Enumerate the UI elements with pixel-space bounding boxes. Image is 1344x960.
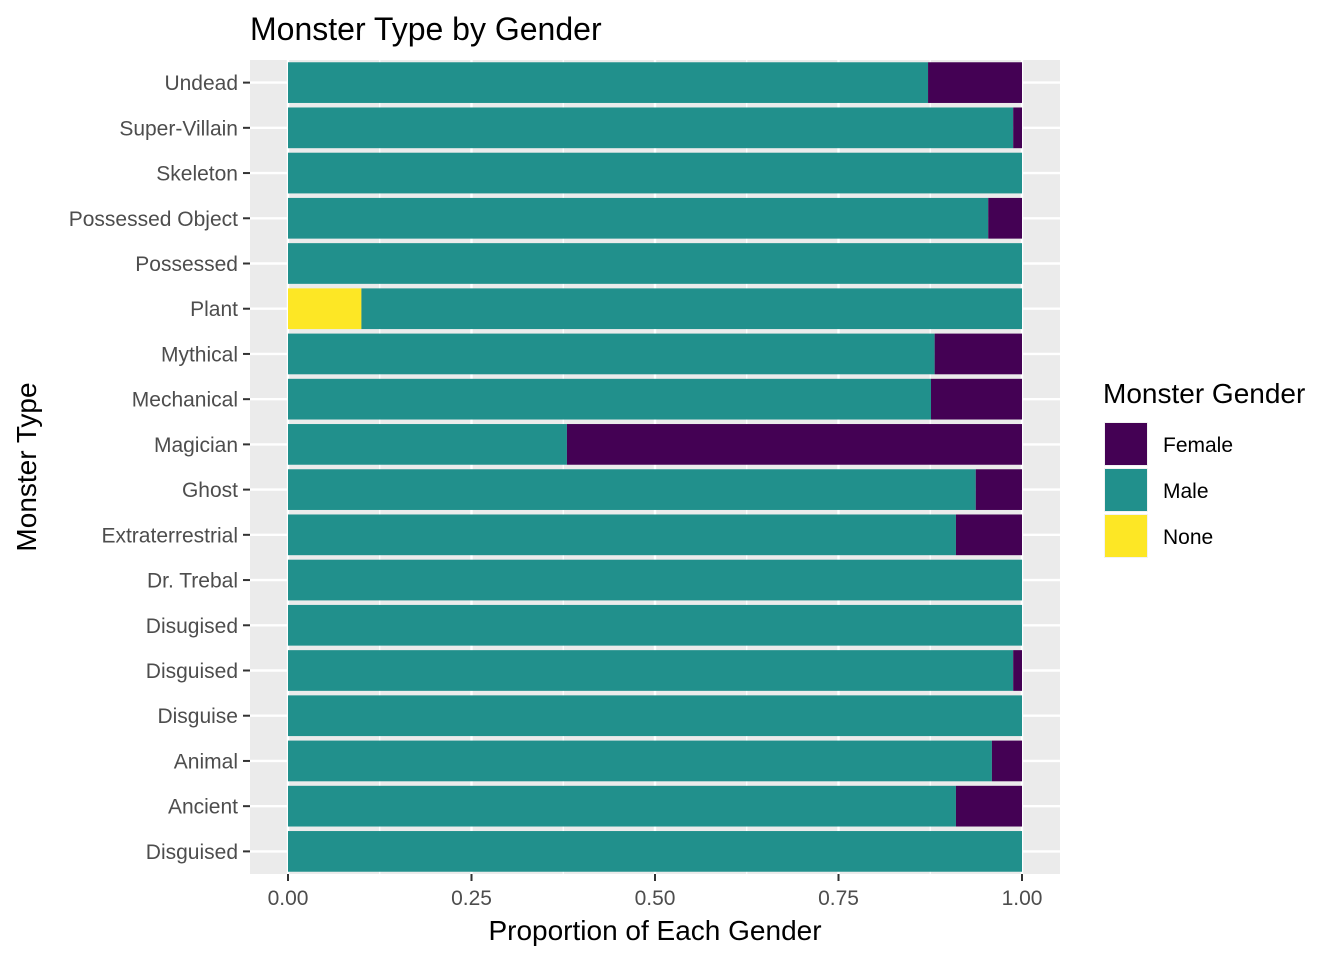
bar-segment-male bbox=[288, 197, 989, 239]
chart-title: Monster Type by Gender bbox=[250, 11, 602, 47]
y-tick-label: Disguised bbox=[146, 660, 238, 683]
y-tick-label: Magician bbox=[154, 434, 238, 457]
legend-swatch-none bbox=[1105, 515, 1147, 557]
bar-segment-female bbox=[991, 740, 1022, 782]
bar-segment-male bbox=[288, 650, 1014, 691]
x-tick-label: 0.75 bbox=[818, 887, 859, 910]
y-tick-label: Skeleton bbox=[156, 163, 238, 186]
y-tick-label: Dr. Trebal bbox=[147, 570, 238, 593]
bar-segment-female bbox=[955, 785, 1022, 827]
bar-segment-male bbox=[361, 288, 1022, 330]
bar-segment-none bbox=[288, 288, 362, 330]
bar-segment-male bbox=[288, 243, 1022, 284]
y-tick-label: Ancient bbox=[168, 796, 238, 819]
y-tick-label: Ghost bbox=[182, 479, 238, 502]
bar-segment-male bbox=[288, 333, 935, 375]
x-tick-label: 0.00 bbox=[268, 887, 309, 910]
y-tick-label: Plant bbox=[190, 298, 238, 321]
x-axis-title: Proportion of Each Gender bbox=[488, 915, 821, 946]
bar-segment-male bbox=[288, 514, 956, 556]
y-tick-label: Mythical bbox=[161, 343, 238, 366]
bars bbox=[288, 62, 1022, 872]
x-tick-label: 0.50 bbox=[635, 887, 676, 910]
y-tick-label: Possessed bbox=[135, 253, 238, 276]
bar-segment-male bbox=[288, 107, 1014, 149]
x-tick-label: 1.00 bbox=[1002, 887, 1043, 910]
y-tick-label: Undead bbox=[164, 72, 238, 95]
y-tick-label: Disugised bbox=[146, 615, 238, 638]
x-axis: 0.00 0.25 0.50 0.75 1.00 bbox=[268, 874, 1043, 910]
bar-segment-male bbox=[288, 785, 956, 827]
bar-segment-male bbox=[288, 831, 1022, 872]
bar-segment-male bbox=[288, 62, 929, 103]
bar-segment-male bbox=[288, 695, 1022, 737]
bar-segment-male bbox=[288, 469, 976, 510]
y-tick-label: Possessed Object bbox=[69, 208, 238, 231]
legend-swatch-female bbox=[1105, 423, 1147, 465]
bar-segment-male bbox=[288, 559, 1022, 601]
bar-segment-female bbox=[975, 469, 1022, 510]
bar-segment-female bbox=[988, 197, 1022, 239]
bar-segment-female bbox=[1013, 107, 1022, 149]
legend-label-none: None bbox=[1163, 526, 1213, 549]
bar-segment-female bbox=[566, 424, 1022, 465]
bar-segment-male bbox=[288, 378, 931, 420]
y-tick-label: Disguised bbox=[146, 841, 238, 864]
y-tick-label: Extraterrestrial bbox=[101, 524, 238, 547]
legend-label-male: Male bbox=[1163, 480, 1209, 503]
legend-swatch-male bbox=[1105, 469, 1147, 511]
legend-label-female: Female bbox=[1163, 434, 1233, 457]
bar-segment-male bbox=[288, 740, 992, 782]
legend: Monster Gender Female Male None bbox=[1103, 378, 1305, 558]
legend-title: Monster Gender bbox=[1103, 378, 1305, 409]
y-tick-label: Animal bbox=[174, 750, 238, 773]
bar-segment-female bbox=[928, 62, 1022, 103]
bar-segment-male bbox=[288, 424, 567, 465]
x-tick-label: 0.25 bbox=[451, 887, 492, 910]
bar-segment-male bbox=[288, 152, 1022, 194]
y-tick-label: Mechanical bbox=[132, 389, 238, 412]
bar-segment-female bbox=[930, 378, 1022, 420]
y-tick-label: Super-Villain bbox=[119, 117, 238, 140]
y-axis-title: Monster Type bbox=[11, 382, 42, 551]
y-tick-label: Disguise bbox=[157, 705, 238, 728]
bar-segment-female bbox=[1013, 650, 1022, 691]
bar-segment-male bbox=[288, 604, 1022, 646]
bar-segment-female bbox=[955, 514, 1022, 556]
bar-segment-female bbox=[934, 333, 1022, 375]
y-axis: Undead Super-Villain Skeleton Possessed Obj… bbox=[69, 72, 250, 864]
